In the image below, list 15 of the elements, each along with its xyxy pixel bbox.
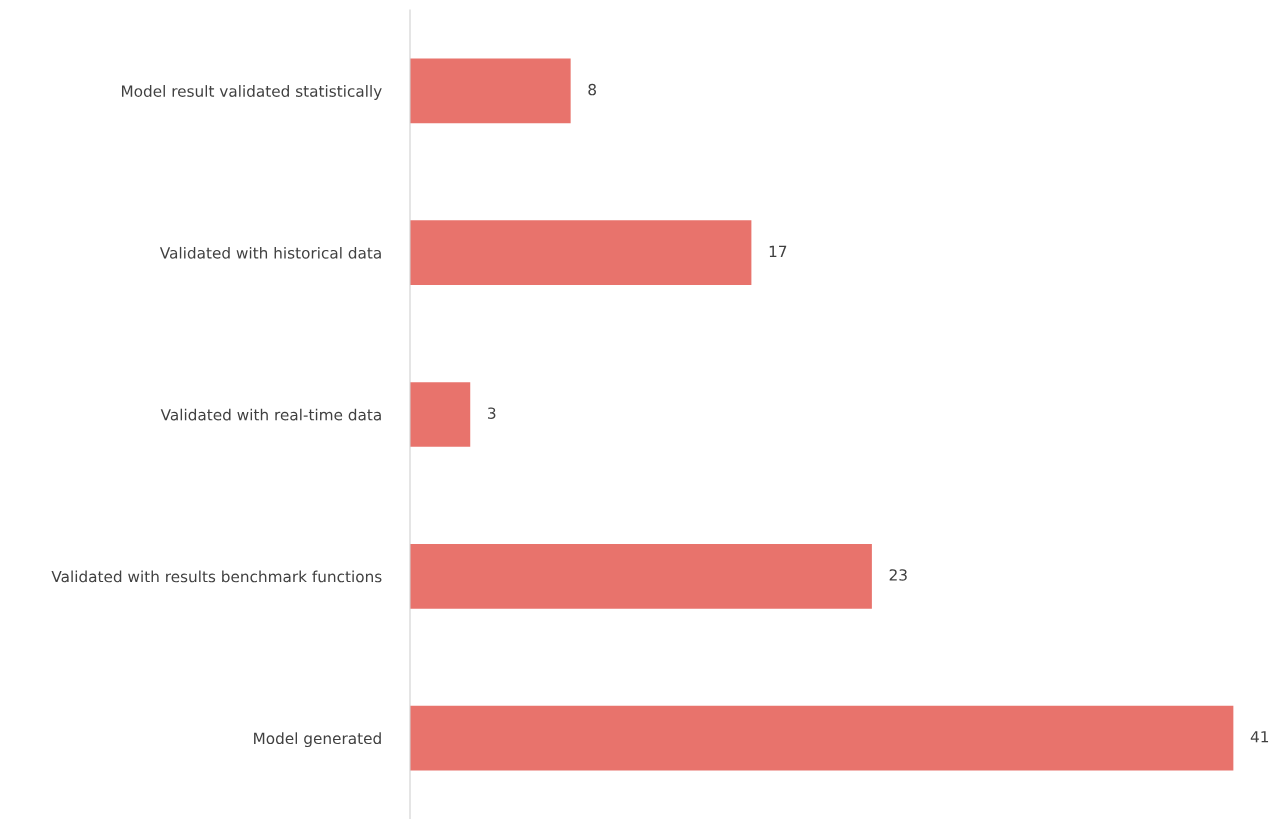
y-tick-label: Validated with historical data <box>159 246 381 259</box>
bar <box>410 58 571 124</box>
y-tick-label: Model result validated statistically <box>121 85 382 100</box>
y-tick-label: Validated with results benchmark functions <box>51 570 382 583</box>
y-tick-label: Validated with real-time data <box>160 408 381 421</box>
data-label: 23 <box>889 569 907 581</box>
data-label: 3 <box>488 407 496 419</box>
bar <box>410 705 1234 771</box>
bar <box>410 382 471 447</box>
data-label: 41 <box>1250 731 1269 743</box>
y-tick-label: Model generated <box>254 732 381 748</box>
bar <box>410 220 752 286</box>
bar <box>410 543 872 609</box>
data-label: 8 <box>588 83 596 96</box>
data-label: 17 <box>769 245 787 257</box>
